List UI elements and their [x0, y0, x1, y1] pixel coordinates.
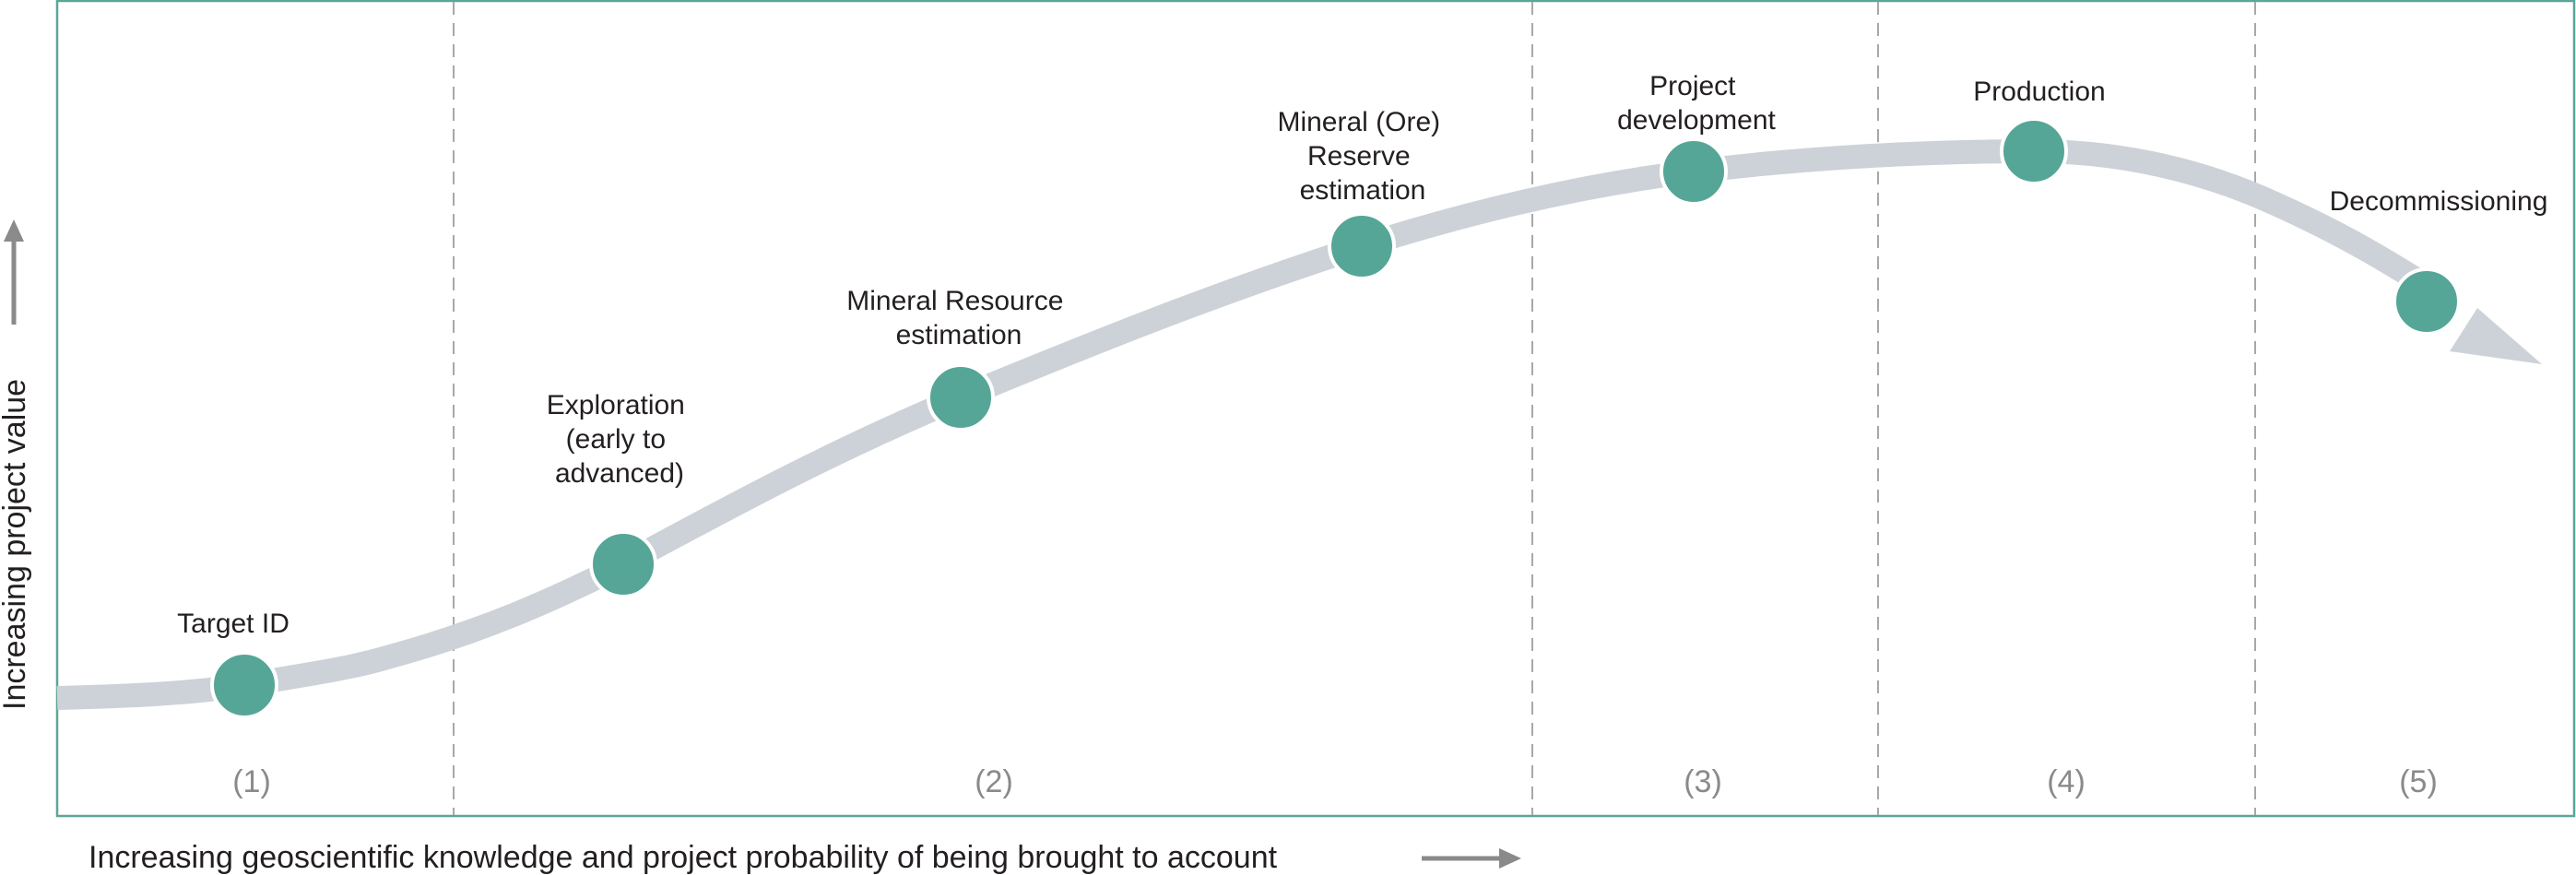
stage-node-exploration: [589, 530, 657, 598]
stage-label-target-id: Target ID: [177, 609, 290, 639]
phase-numbers: (1) (2) (3) (4) (5): [232, 764, 2438, 799]
stage-node-decommissioning: [2393, 267, 2461, 336]
phase-label-5: (5): [2399, 764, 2438, 799]
x-axis-label: Increasing geoscientific knowledge and p…: [89, 840, 1278, 875]
value-curve: [56, 138, 2448, 710]
stage-label-mineral-resource: Mineral Resource estimation: [846, 286, 1070, 350]
stage-node-mineral-resource: [927, 363, 995, 432]
stage-label-exploration: Exploration (early to advanced): [547, 390, 692, 489]
stage-node-target-id: [210, 651, 278, 719]
y-axis-label: Increasing project value: [0, 379, 32, 710]
stage-nodes: [210, 117, 2461, 719]
x-axis-arrow: [1422, 848, 1521, 869]
phase-label-3: (3): [1684, 764, 1722, 799]
stage-label-ore-reserve: Mineral (Ore) Reserve estimation: [1277, 107, 1448, 206]
phase-label-1: (1): [232, 764, 271, 799]
stage-labels: Target ID Exploration (early to advanced…: [177, 71, 2547, 639]
stage-label-production: Production: [1973, 77, 2105, 107]
stage-label-project-development: Project development: [1617, 71, 1776, 136]
stage-label-decommissioning: Decommissioning: [2330, 186, 2548, 217]
y-axis-arrow-head: [4, 219, 24, 242]
y-axis-arrow: [4, 219, 24, 325]
stage-node-project-development: [1660, 137, 1728, 206]
x-axis-arrow-head: [1499, 848, 1521, 869]
phase-label-2: (2): [975, 764, 1013, 799]
diagram-frame: [55, 0, 2576, 818]
phase-dividers: [453, 2, 2256, 815]
value-curve-arrowhead: [2450, 308, 2542, 364]
stage-node-ore-reserve: [1328, 212, 1396, 280]
phase-label-4: (4): [2047, 764, 2086, 799]
stage-node-production: [2000, 117, 2068, 185]
